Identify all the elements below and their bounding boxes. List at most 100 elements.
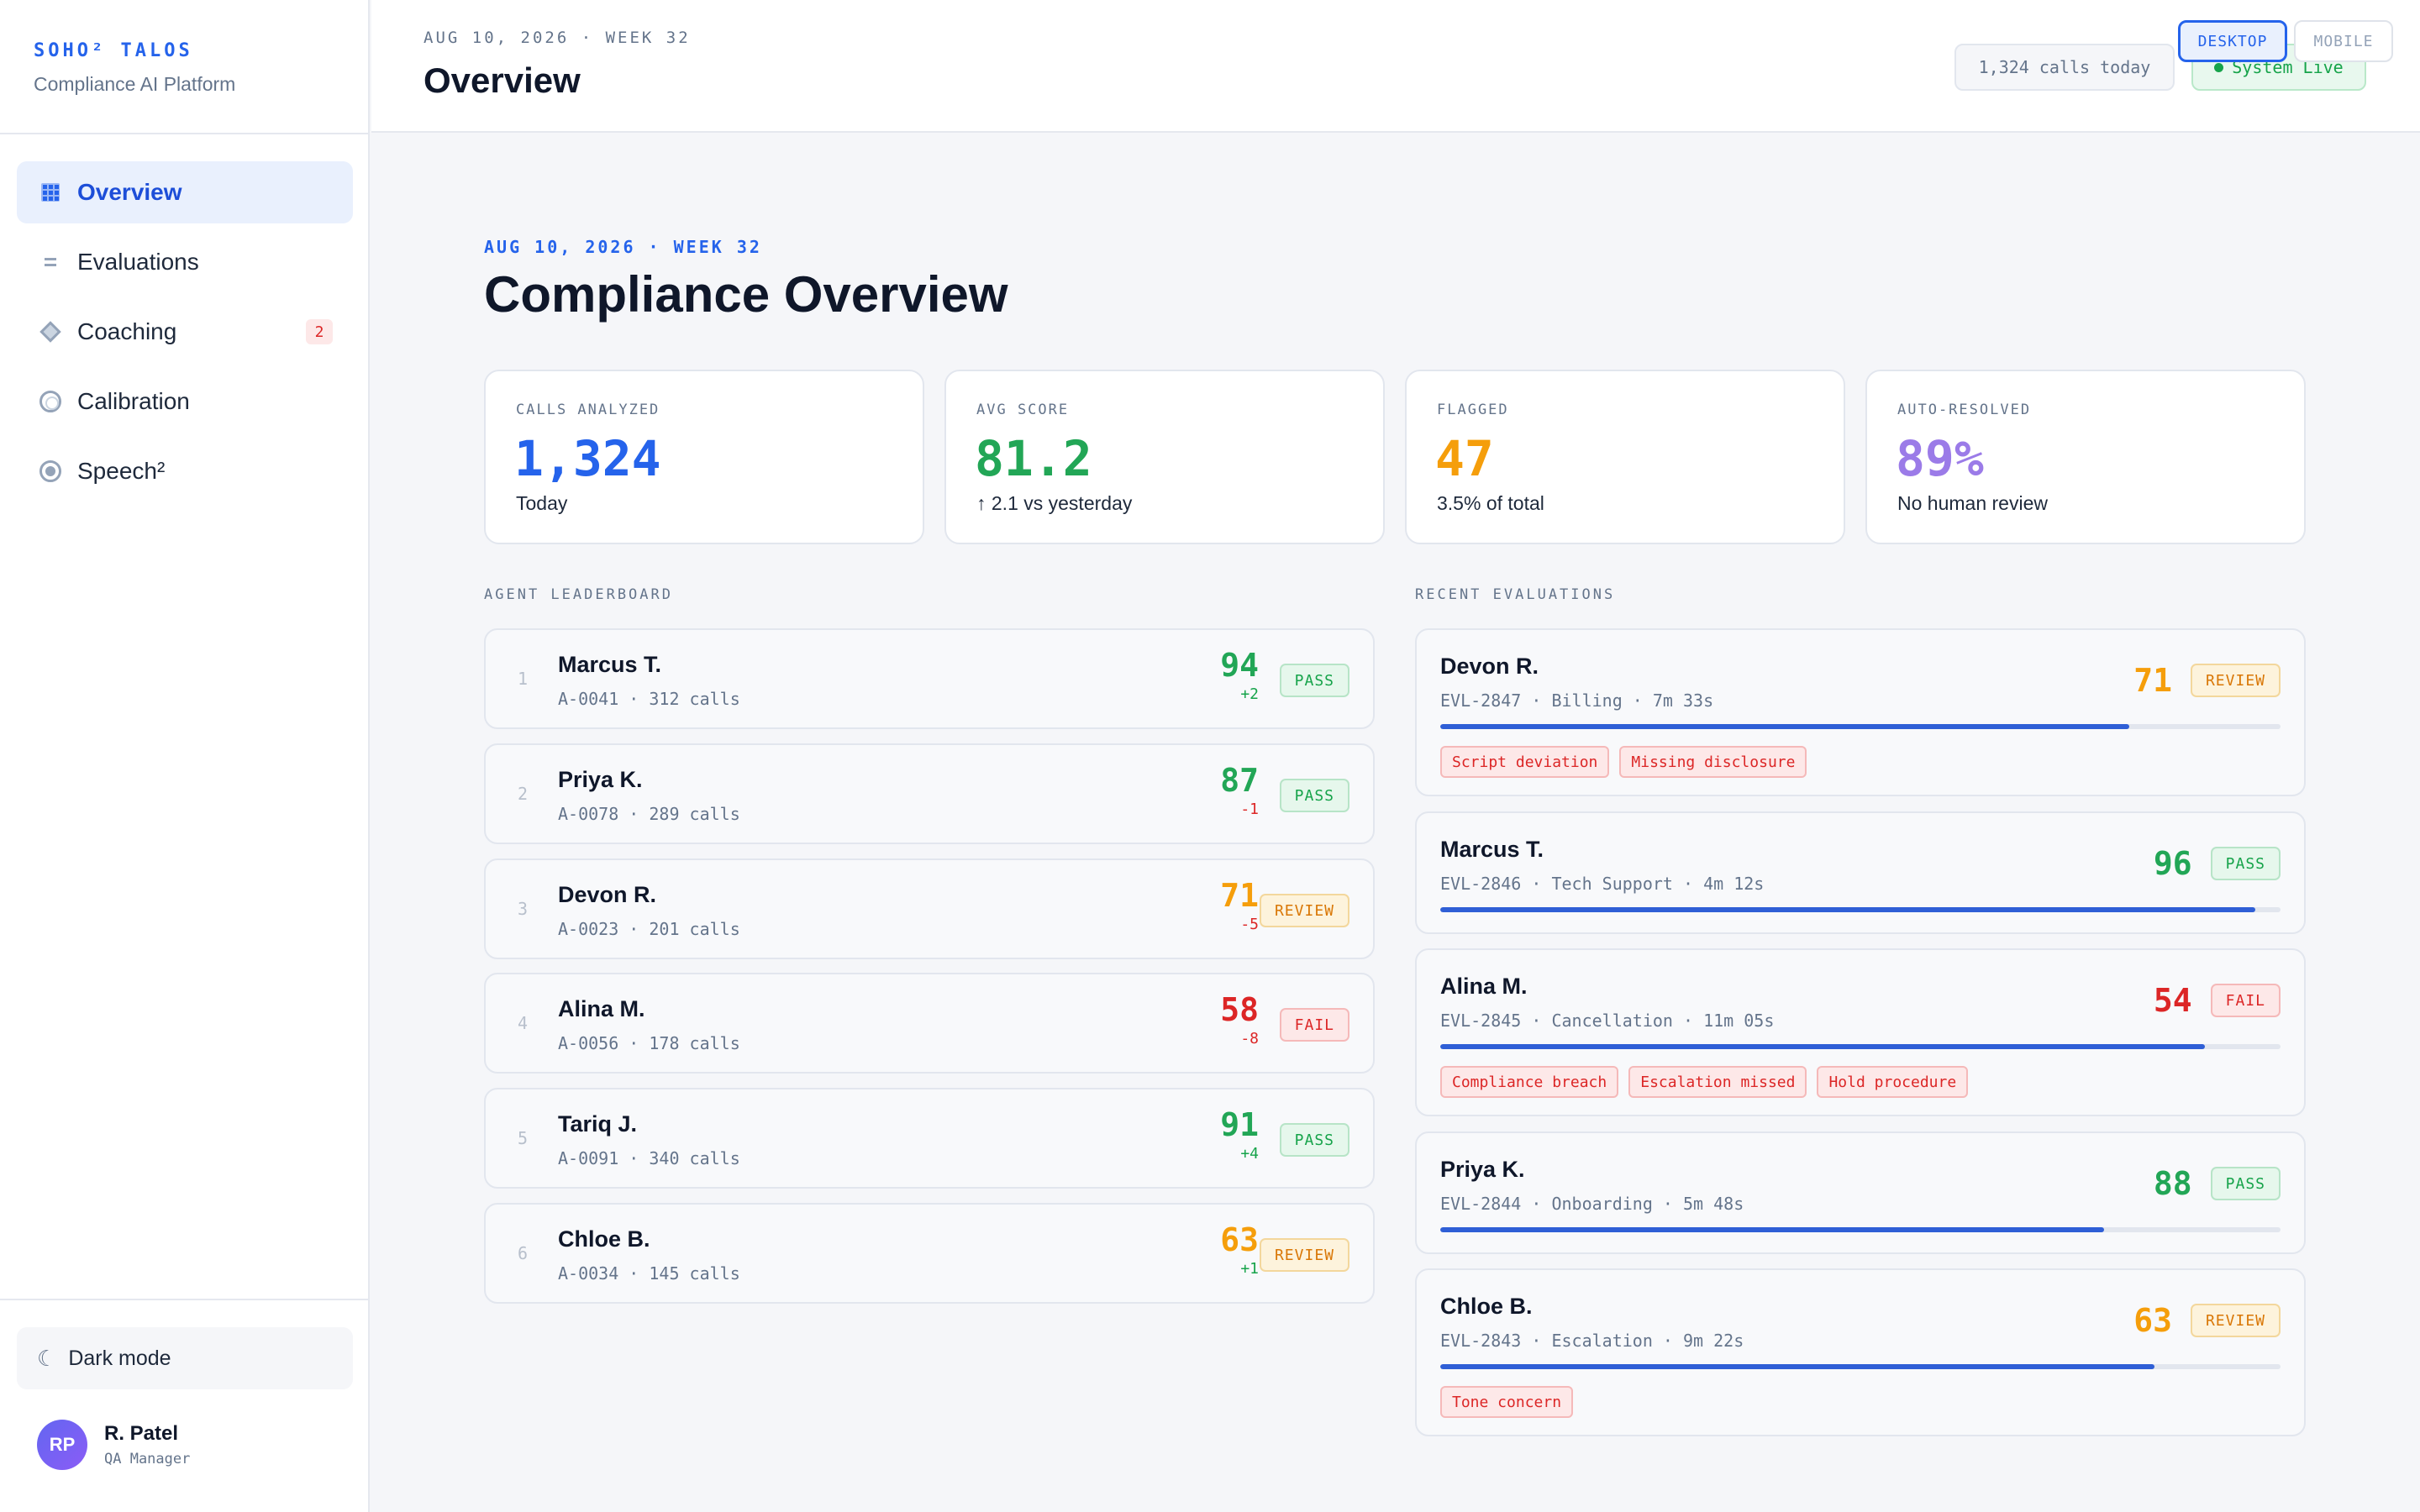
desktop-view-button[interactable]: DESKTOP bbox=[2178, 20, 2287, 62]
agent-meta: A-0041 · 312 calls bbox=[558, 689, 740, 709]
sidebar-item-evaluations[interactable]: Evaluations bbox=[17, 231, 353, 293]
sidebar-item-calibration[interactable]: Calibration bbox=[17, 370, 353, 433]
page-title: Overview bbox=[424, 60, 581, 100]
leaderboard-label: AGENT LEADERBOARD bbox=[484, 586, 673, 603]
evaluation-card[interactable]: Marcus T. EVL-2846 · Tech Support · 4m 1… bbox=[1415, 811, 2306, 934]
evaluation-meta: EVL-2847 · Billing · 7m 33s bbox=[1440, 690, 1714, 711]
status-badge: REVIEW bbox=[2190, 664, 2281, 697]
grid-icon bbox=[39, 183, 62, 202]
status-dot-icon bbox=[2214, 62, 2224, 72]
brand-subtitle: Compliance AI Platform bbox=[34, 73, 236, 95]
evaluation-agent-name: Chloe B. bbox=[1440, 1294, 1533, 1319]
stat-card-avg-score: AVG SCORE 81.2 ↑ 2.1 vs yesterday bbox=[944, 370, 1385, 544]
agent-score-delta: -8 bbox=[1240, 1030, 1259, 1047]
dark-mode-toggle[interactable]: ☾ Dark mode bbox=[17, 1327, 353, 1389]
user-profile[interactable]: RP R. Patel QA Manager bbox=[37, 1420, 190, 1470]
agent-meta: A-0078 · 289 calls bbox=[558, 804, 740, 824]
header-date: AUG 10, 2026 · WEEK 32 bbox=[424, 29, 691, 47]
evaluation-card[interactable]: Priya K. EVL-2844 · Onboarding · 5m 48s … bbox=[1415, 1131, 2306, 1254]
status-badge: PASS bbox=[2210, 1167, 2281, 1200]
evaluation-score: 54 bbox=[2153, 982, 2192, 1019]
diamond-icon bbox=[39, 321, 62, 343]
leaderboard-row[interactable]: 2 Priya K. A-0078 · 289 calls 87 -1 PASS bbox=[484, 743, 1375, 844]
coaching-count-badge: 2 bbox=[306, 319, 333, 344]
agent-score-group: 91 +4 bbox=[1158, 1106, 1259, 1163]
evaluation-meta: EVL-2844 · Onboarding · 5m 48s bbox=[1440, 1194, 1744, 1214]
issue-tag: Hold procedure bbox=[1817, 1066, 1969, 1098]
evaluation-card[interactable]: Chloe B. EVL-2843 · Escalation · 9m 22s … bbox=[1415, 1268, 2306, 1436]
ring-icon bbox=[39, 391, 62, 412]
avatar: RP bbox=[37, 1420, 87, 1470]
evaluation-progress-fill bbox=[1440, 1364, 2154, 1369]
evaluation-progress-track bbox=[1440, 1364, 2281, 1369]
agent-name: Chloe B. bbox=[558, 1226, 650, 1252]
sidebar-item-label: Evaluations bbox=[77, 249, 199, 275]
agent-score-delta: -5 bbox=[1240, 916, 1259, 933]
agent-meta: A-0034 · 145 calls bbox=[558, 1263, 740, 1284]
sidebar-item-label: Coaching bbox=[77, 318, 177, 344]
status-badge: FAIL bbox=[2210, 984, 2281, 1017]
agent-score-delta: +2 bbox=[1240, 685, 1259, 703]
evaluation-meta: EVL-2845 · Cancellation · 11m 05s bbox=[1440, 1011, 1775, 1031]
sidebar-item-speech[interactable]: Speech² bbox=[17, 440, 353, 502]
evaluation-score: 96 bbox=[2153, 845, 2192, 882]
brand: SOHO² TALOS Compliance AI Platform bbox=[34, 40, 235, 96]
stat-card-calls-analyzed: CALLS ANALYZED 1,324 Today bbox=[484, 370, 924, 544]
evaluation-progress-fill bbox=[1440, 907, 2255, 912]
top-bar: AUG 10, 2026 · WEEK 32 Overview 1,324 ca… bbox=[371, 0, 2420, 133]
evaluation-card[interactable]: Devon R. EVL-2847 · Billing · 7m 33s 71 … bbox=[1415, 628, 2306, 796]
mobile-view-button[interactable]: MOBILE bbox=[2294, 20, 2393, 62]
evaluation-tags: Script deviation Missing disclosure bbox=[1440, 746, 1817, 778]
evaluation-progress-track bbox=[1440, 724, 2281, 729]
leaderboard-row[interactable]: 4 Alina M. A-0056 · 178 calls 58 -8 FAIL bbox=[484, 973, 1375, 1074]
evaluation-progress-track bbox=[1440, 1044, 2281, 1049]
evaluation-score: 88 bbox=[2153, 1165, 2192, 1202]
agent-meta: A-0091 · 340 calls bbox=[558, 1148, 740, 1168]
agent-rank: 2 bbox=[518, 784, 529, 804]
issue-tag: Tone concern bbox=[1440, 1386, 1574, 1418]
leaderboard-row[interactable]: 3 Devon R. A-0023 · 201 calls 71 -5 REVI… bbox=[484, 858, 1375, 959]
agent-score: 63 bbox=[1220, 1221, 1259, 1258]
stat-card-auto-resolved: AUTO-RESOLVED 89% No human review bbox=[1865, 370, 2306, 544]
brand-name: SOHO² TALOS bbox=[34, 40, 193, 61]
evaluation-card[interactable]: Alina M. EVL-2845 · Cancellation · 11m 0… bbox=[1415, 948, 2306, 1116]
status-badge: REVIEW bbox=[2190, 1304, 2281, 1337]
stat-sub: 3.5% of total bbox=[1437, 492, 1544, 514]
evaluation-result: 88 PASS bbox=[2154, 1165, 2281, 1202]
stat-label: AVG SCORE bbox=[976, 402, 1070, 418]
sidebar-item-coaching[interactable]: Coaching 2 bbox=[17, 301, 353, 363]
agent-score-group: 87 -1 bbox=[1158, 762, 1259, 818]
list-icon bbox=[39, 258, 62, 266]
stat-value: 81.2 bbox=[975, 430, 1092, 487]
leaderboard-row[interactable]: 5 Tariq J. A-0091 · 340 calls 91 +4 PASS bbox=[484, 1088, 1375, 1189]
evaluation-result: 96 PASS bbox=[2154, 845, 2281, 882]
sidebar-nav: Overview Evaluations Coaching 2 Calibrat… bbox=[17, 161, 353, 510]
agent-score-group: 63 +1 bbox=[1158, 1221, 1259, 1278]
agent-score: 71 bbox=[1220, 877, 1259, 914]
evaluation-meta: EVL-2843 · Escalation · 9m 22s bbox=[1440, 1331, 1744, 1351]
agent-name: Alina M. bbox=[558, 996, 645, 1021]
agent-score: 58 bbox=[1220, 991, 1259, 1028]
stat-value: 89% bbox=[1896, 430, 1984, 487]
sidebar-item-label: Speech² bbox=[77, 458, 166, 484]
status-badge: PASS bbox=[1279, 664, 1349, 697]
sidebar-item-overview[interactable]: Overview bbox=[17, 161, 353, 223]
evaluation-agent-name: Marcus T. bbox=[1440, 837, 1544, 862]
stat-value: 1,324 bbox=[514, 430, 661, 487]
agent-name: Devon R. bbox=[558, 882, 657, 907]
status-badge: PASS bbox=[1279, 779, 1349, 812]
issue-tag: Escalation missed bbox=[1628, 1066, 1807, 1098]
stat-label: CALLS ANALYZED bbox=[516, 402, 660, 418]
dot-circle-icon bbox=[39, 460, 62, 482]
leaderboard-row[interactable]: 6 Chloe B. A-0034 · 145 calls 63 +1 REVI… bbox=[484, 1203, 1375, 1304]
moon-icon: ☾ bbox=[37, 1345, 57, 1371]
issue-tag: Compliance breach bbox=[1440, 1066, 1619, 1098]
leaderboard-row[interactable]: 1 Marcus T. A-0041 · 312 calls 94 +2 PAS… bbox=[484, 628, 1375, 729]
issue-tag: Script deviation bbox=[1440, 746, 1610, 778]
agent-score-group: 71 -5 bbox=[1158, 877, 1259, 933]
sidebar-item-label: Overview bbox=[77, 179, 182, 205]
evaluation-meta: EVL-2846 · Tech Support · 4m 12s bbox=[1440, 874, 1765, 894]
stat-label: FLAGGED bbox=[1437, 402, 1509, 418]
evaluation-tags: Compliance breach Escalation missed Hold… bbox=[1440, 1066, 1978, 1098]
agent-name: Priya K. bbox=[558, 767, 643, 792]
